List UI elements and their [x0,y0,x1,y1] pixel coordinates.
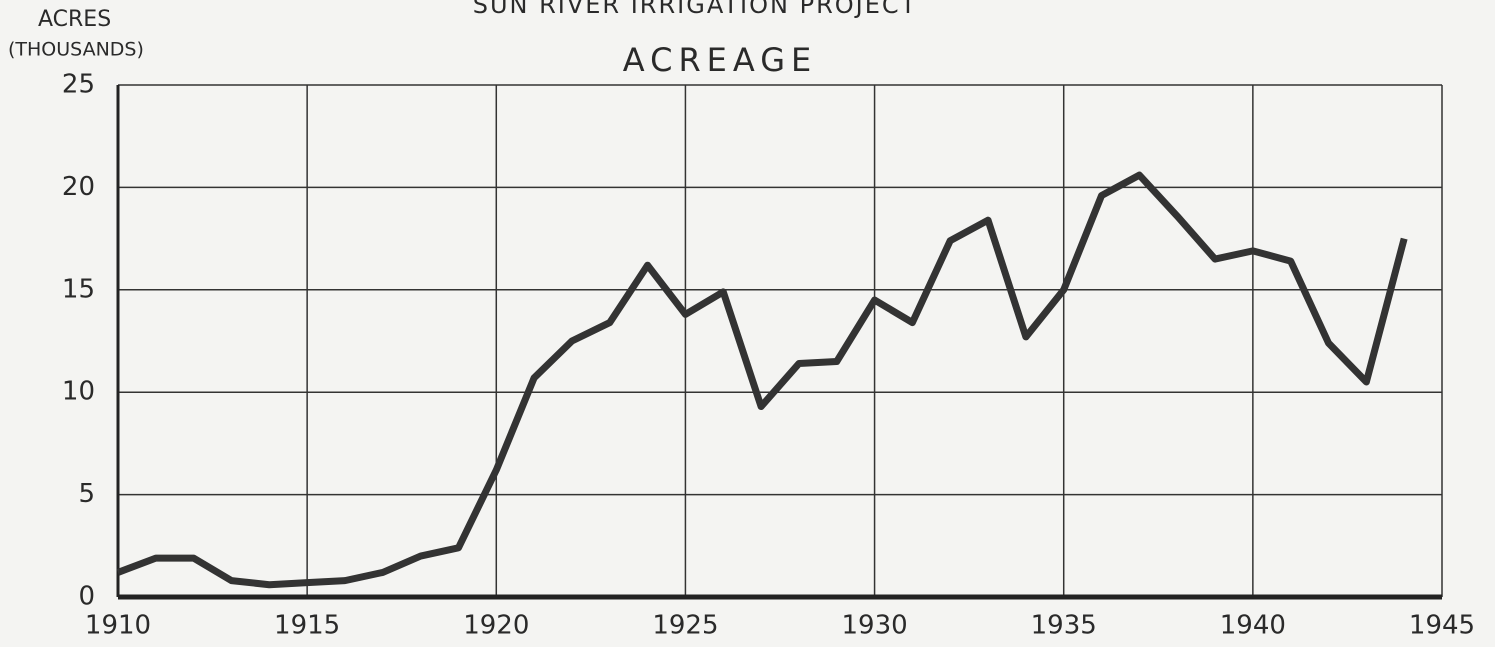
y-tick-label: 5 [78,479,95,509]
x-tick-label: 1920 [463,611,529,641]
y-tick-label: 0 [78,582,95,612]
x-tick-label: 1940 [1220,611,1286,641]
x-tick-label: 1930 [841,611,907,641]
x-tick-label: 1910 [85,611,151,641]
y-axis-label: ACRES [38,7,111,32]
x-tick-label: 1935 [1031,611,1097,641]
x-tick-label: 1925 [652,611,718,641]
x-tick-label: 1945 [1409,611,1475,641]
y-tick-label: 10 [62,377,95,407]
y-tick-label: 15 [62,274,95,304]
x-tick-label: 1915 [274,611,340,641]
data-line [116,171,1408,589]
y-tick-label: 20 [62,172,95,202]
chart-title: SUN RIVER IRRIGATION PROJECT [473,0,918,19]
y-tick-label: 25 [62,70,95,100]
y-axis-units: (THOUSANDS) [8,39,144,61]
chart-subtitle: ACREAGE [623,41,817,79]
